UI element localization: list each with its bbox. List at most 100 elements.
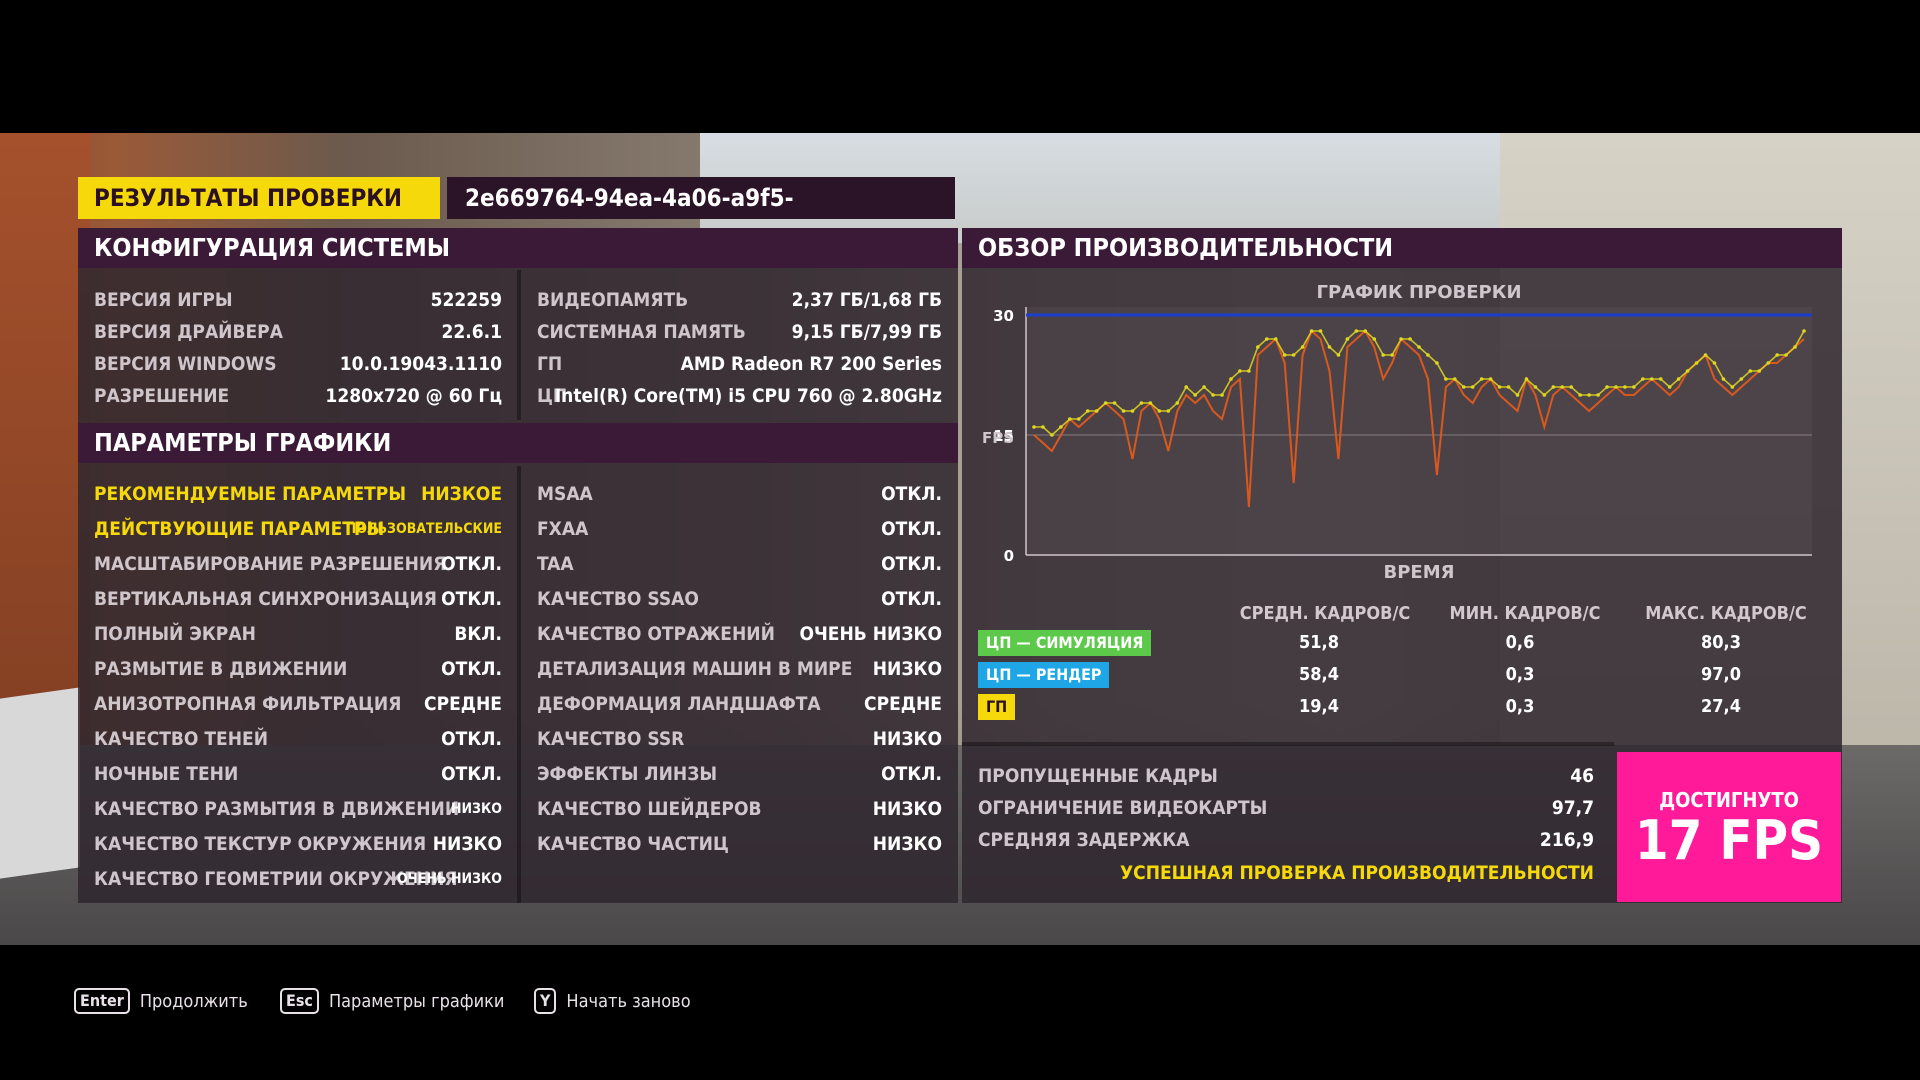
chart-point — [1506, 385, 1511, 389]
fps-achieved-box: ДОСТИГНУТО 17 FPS — [1617, 752, 1841, 902]
restart-label: Начать заново — [566, 990, 691, 1012]
setting-label: КАЧЕСТВО ГЕОМЕТРИИ ОКРУЖЕНИЯ — [94, 868, 458, 890]
setting-value: НИЗКО — [872, 833, 942, 855]
setting-label: КАЧЕСТВО ОТРАЖЕНИЙ — [537, 623, 775, 645]
chart-point — [1497, 385, 1502, 389]
setting-value: ОТКЛ. — [881, 483, 942, 505]
chart-point — [1103, 401, 1108, 405]
setting-label: ВЕРСИЯ ИГРЫ — [94, 289, 233, 311]
chart-point — [1757, 369, 1762, 373]
chart-point — [1336, 353, 1341, 357]
setting-label: КАЧЕСТВО SSAO — [537, 588, 699, 610]
setting-value: НИЗКОЕ — [421, 483, 502, 505]
chart-point — [1703, 353, 1708, 357]
chart-point — [1148, 401, 1153, 405]
chart-point — [1130, 409, 1135, 413]
continue-label: Продолжить — [139, 990, 248, 1012]
enter-key-icon: Enter — [74, 988, 130, 1014]
chart-point — [1802, 329, 1806, 333]
setting-value: ОТКЛ. — [881, 518, 942, 540]
extra-value: 97,7 — [1551, 797, 1594, 819]
setting-label: ВЕРТИКАЛЬНАЯ СИНХРОНИЗАЦИЯ — [94, 588, 437, 610]
chart-point — [1229, 377, 1233, 381]
chart-plot-area — [1026, 307, 1812, 555]
restart-button[interactable]: Y Начать заново — [534, 984, 691, 1018]
stat-tag: ГП — [978, 694, 1016, 720]
setting-row: ПОЛНЫЙ ЭКРАН ВКЛ. — [94, 618, 502, 650]
setting-row: MSAA ОТКЛ. — [537, 478, 942, 510]
extra-row: СРЕДНЯЯ ЗАДЕРЖКА 216,9 — [978, 824, 1594, 856]
setting-value: ОТКЛ. — [441, 728, 502, 750]
chart-point — [1417, 345, 1421, 349]
setting-row: КАЧЕСТВО ТЕНЕЙ ОТКЛ. — [94, 723, 502, 755]
chart-point — [1488, 377, 1493, 381]
setting-value: НИЗКО — [872, 728, 942, 750]
setting-value: ОТКЛ. — [881, 763, 942, 785]
chart-point — [1453, 377, 1457, 381]
setting-row: ЭФФЕКТЫ ЛИНЗЫ ОТКЛ. — [537, 758, 942, 790]
setting-row: ДЕЙСТВУЮЩИЕ ПАРАМЕТРЫ ПОЛЬЗОВАТЕЛЬСКИЕ — [94, 513, 502, 545]
chart-point — [1578, 393, 1582, 397]
setting-value: ОТКЛ. — [441, 553, 502, 575]
setting-value: ОЧЕНЬ НИЗКО — [396, 871, 502, 887]
extra-value: 216,9 — [1539, 829, 1594, 851]
setting-label: КАЧЕСТВО ТЕКСТУР ОКРУЖЕНИЯ — [94, 833, 427, 855]
setting-row: РАЗМЫТИЕ В ДВИЖЕНИИ ОТКЛ. — [94, 653, 502, 685]
graphics-header: ПАРАМЕТРЫ ГРАФИКИ — [78, 423, 958, 463]
setting-row: КАЧЕСТВО РАЗМЫТИЯ В ДВИЖЕНИИ НИЗКО — [94, 793, 502, 825]
chart-point — [1730, 385, 1735, 389]
extra-label: СРЕДНЯЯ ЗАДЕРЖКА — [978, 829, 1190, 851]
setting-row: РАЗРЕШЕНИЕ 1280x720 @ 60 Гц — [94, 380, 502, 412]
chart-point — [1721, 377, 1726, 381]
chart-point — [1068, 417, 1072, 421]
chart-point — [1390, 353, 1394, 357]
setting-label: КАЧЕСТВО ЧАСТИЦ — [537, 833, 729, 855]
chart-point — [1470, 385, 1475, 389]
col-max-header: МАКС. КАДРОВ/С — [1645, 603, 1807, 624]
setting-value: 10.0.19043.1110 — [339, 353, 502, 375]
chart-y-label: FPS — [982, 429, 1014, 447]
chart-point — [1300, 345, 1305, 349]
setting-value: ПОЛЬЗОВАТЕЛЬСКИЕ — [345, 521, 502, 537]
chart-y-tick: 0 — [1004, 547, 1014, 565]
chart-point — [1121, 409, 1126, 413]
chart-point — [1139, 401, 1144, 405]
chart-point — [1193, 393, 1197, 397]
setting-label: АНИЗОТРОПНАЯ ФИЛЬТРАЦИЯ — [94, 693, 402, 715]
setting-value: ОТКЛ. — [881, 553, 942, 575]
extra-value: 46 — [1570, 765, 1594, 787]
chart-point — [1560, 385, 1565, 389]
setting-row: ГП AMD Radeon R7 200 Series — [537, 348, 942, 380]
extra-label: ОГРАНИЧЕНИЕ ВИДЕОКАРТЫ — [978, 797, 1268, 819]
setting-row: FXAA ОТКЛ. — [537, 513, 942, 545]
setting-label: FXAA — [537, 518, 589, 540]
chart-point — [1032, 425, 1036, 429]
performance-header: ОБЗОР ПРОИЗВОДИТЕЛЬНОСТИ — [962, 228, 1842, 268]
fps-label: ДОСТИГНУТО — [1659, 788, 1799, 812]
left-panel — [78, 228, 958, 903]
graphics-settings-button[interactable]: Esc Параметры графики — [280, 984, 504, 1018]
setting-value: ВКЛ. — [454, 623, 502, 645]
setting-value: 1280x720 @ 60 Гц — [325, 385, 502, 407]
chart-point — [1399, 337, 1403, 341]
chart-point — [1318, 329, 1323, 333]
stat-tag: ЦП — РЕНДЕР — [978, 662, 1110, 688]
stat-min: 0,3 — [1505, 664, 1535, 685]
setting-row: TAA ОТКЛ. — [537, 548, 942, 580]
system-config-header: КОНФИГУРАЦИЯ СИСТЕМЫ — [78, 228, 958, 268]
setting-label: ПОЛНЫЙ ЭКРАН — [94, 623, 256, 645]
stat-max: 97,0 — [1701, 664, 1741, 685]
chart-point — [1676, 377, 1681, 381]
setting-value: Intel(R) Core(TM) i5 CPU 760 @ 2.80GHz — [554, 385, 942, 407]
continue-button[interactable]: Enter Продолжить — [74, 984, 248, 1018]
chart-point — [1345, 337, 1350, 341]
setting-row: ВЕРСИЯ WINDOWS 10.0.19043.1110 — [94, 348, 502, 380]
column-divider — [517, 466, 521, 903]
chart-point — [1614, 385, 1618, 389]
setting-row: КАЧЕСТВО ЧАСТИЦ НИЗКО — [537, 828, 942, 860]
chart-point — [1426, 353, 1430, 357]
chart-point — [1479, 377, 1484, 381]
setting-row: СИСТЕМНАЯ ПАМЯТЬ 9,15 ГБ/7,99 ГБ — [537, 316, 942, 348]
results-title: РЕЗУЛЬТАТЫ ПРОВЕРКИ — [78, 177, 440, 219]
chart-point — [1112, 401, 1117, 405]
